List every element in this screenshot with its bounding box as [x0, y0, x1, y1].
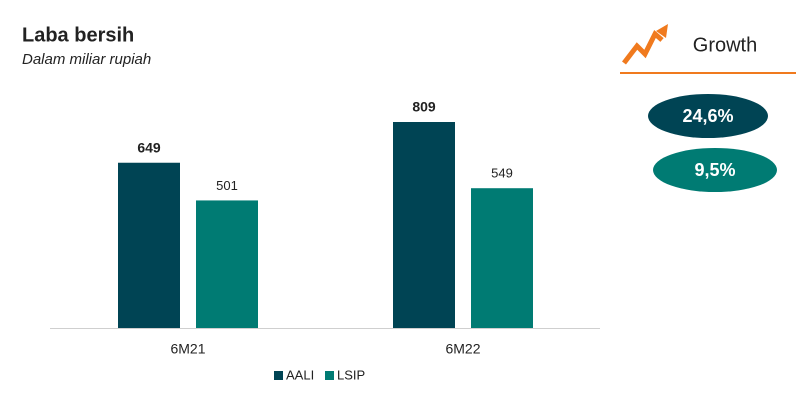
bar: [393, 122, 455, 328]
bar: [471, 188, 533, 328]
growth-value: 9,5%: [694, 160, 735, 180]
legend-swatch: [274, 371, 283, 380]
legend-label: AALI: [286, 367, 314, 382]
growth-badge: [648, 94, 768, 138]
value-label: 501: [216, 178, 238, 193]
chart-subtitle: Dalam miliar rupiah: [22, 51, 151, 68]
legend-label: LSIP: [337, 367, 365, 382]
bar: [118, 162, 180, 328]
growth-icon: [622, 24, 668, 65]
value-label: 549: [491, 166, 513, 181]
x-tick-label: 6M22: [445, 341, 480, 357]
chart-title: Laba bersih: [22, 24, 134, 46]
x-tick-label: 6M21: [170, 341, 205, 357]
legend-swatch: [325, 371, 334, 380]
growth-value: 24,6%: [682, 106, 733, 126]
value-label: 649: [137, 139, 161, 155]
growth-title: Growth: [693, 34, 757, 56]
bar: [196, 200, 258, 328]
growth-badge: [653, 148, 777, 192]
value-label: 809: [412, 99, 436, 115]
